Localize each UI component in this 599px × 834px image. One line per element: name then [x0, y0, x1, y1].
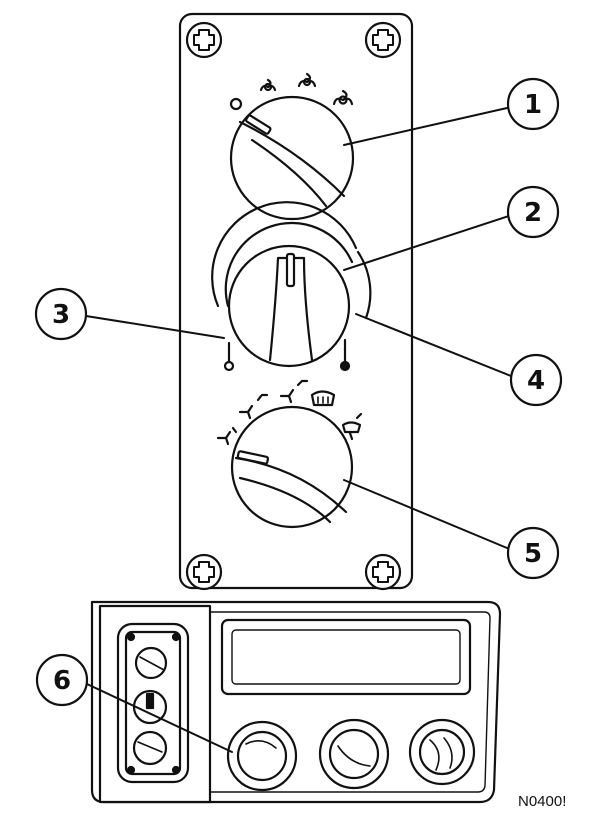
vent-center[interactable] [318, 718, 390, 790]
vent-right[interactable] [408, 718, 476, 786]
vent-left[interactable] [226, 720, 298, 792]
callout-3: 3 [34, 287, 88, 341]
switch-sub-panel [98, 604, 212, 804]
mini-mode-knob[interactable] [132, 730, 168, 766]
fan-low-icon [259, 78, 277, 92]
callout-5: 5 [506, 526, 560, 580]
panel-mode-icon [279, 379, 309, 404]
fan-speed-knob[interactable] [229, 72, 355, 221]
callout-1: 1 [506, 77, 560, 131]
cold-thermometer-icon [223, 341, 235, 372]
callout-6: 6 [35, 653, 89, 707]
phillips-screw-icon [364, 553, 402, 591]
phillips-screw-icon [185, 553, 223, 591]
fan-medium-icon [297, 72, 317, 88]
fan-high-icon [332, 89, 354, 106]
floor-mode-icon [216, 426, 238, 446]
temperature-arc [211, 201, 358, 308]
callout-number: 5 [524, 539, 542, 569]
callout-number: 4 [527, 366, 545, 396]
defrost-icon [310, 390, 336, 407]
control-panel [178, 12, 414, 591]
air-distribution-knob[interactable] [216, 379, 363, 529]
temperature-knob[interactable] [211, 201, 372, 372]
display-window [220, 618, 472, 696]
callout-4: 4 [509, 353, 563, 407]
callout-number: 2 [524, 198, 542, 228]
callout-2: 2 [506, 185, 560, 239]
floor-panel-mode-icon [238, 393, 269, 420]
off-circle-icon [229, 97, 243, 111]
phillips-screw-icon [185, 21, 223, 59]
phillips-screw-icon [364, 21, 402, 59]
dashboard-bezel [90, 600, 502, 804]
figure-code: N0400! [518, 793, 566, 810]
hot-thermometer-icon [339, 338, 351, 372]
defrost-floor-icon [341, 412, 363, 441]
callout-number: 3 [52, 300, 70, 330]
leader-lines [85, 107, 512, 753]
callout-number: 1 [524, 90, 542, 120]
callout-number: 6 [53, 666, 71, 696]
